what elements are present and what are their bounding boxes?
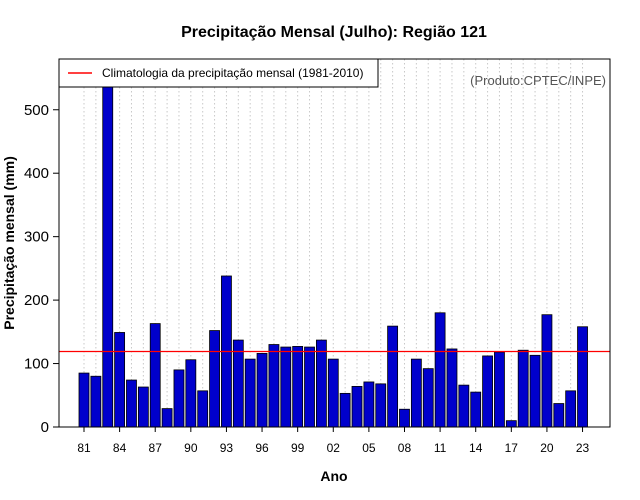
x-tick-label: 05 (362, 441, 376, 455)
y-tick-label: 0 (41, 419, 49, 436)
x-tick-label: 23 (576, 441, 590, 455)
bar-2002 (327, 358, 339, 428)
bar-2008 (399, 408, 410, 428)
x-tick-label: 20 (540, 441, 554, 455)
bar-2005 (363, 381, 375, 428)
bar-2023 (577, 326, 588, 428)
bar-1995 (244, 358, 256, 428)
bar-1998 (280, 346, 292, 428)
bar-2011 (434, 312, 446, 428)
bar-1994 (232, 339, 244, 428)
bar-2016 (494, 351, 505, 428)
x-tick-label: 08 (398, 441, 412, 455)
bar-1988 (161, 408, 173, 428)
bar-1984 (114, 332, 126, 428)
bar-2019 (529, 354, 541, 428)
x-tick-label: 93 (220, 441, 234, 455)
y-tick-label: 400 (24, 165, 49, 182)
x-tick-label: 96 (255, 441, 269, 455)
legend: Climatologia da precipitação mensal (198… (58, 58, 379, 88)
bar-2018 (517, 349, 529, 428)
bar-2020 (541, 314, 553, 428)
bar-2001 (315, 339, 327, 428)
bar-1999 (292, 346, 304, 428)
grid-lines (83, 59, 584, 427)
x-axis-label: Ano (320, 468, 347, 484)
x-tick-label: 90 (184, 441, 198, 455)
bars (78, 85, 588, 428)
bar-1989 (173, 369, 185, 428)
x-axis: 81 84 87 90 93 96 99 02 05 08 11 14 17 20 23 (77, 427, 590, 455)
legend-box (58, 58, 379, 88)
x-tick-label: 81 (77, 441, 91, 455)
x-tick-label: 14 (469, 441, 483, 455)
bar-1982 (90, 375, 102, 428)
bar-2006 (375, 383, 387, 428)
bar-1985 (126, 379, 137, 428)
x-tick-label: 99 (291, 441, 305, 455)
bar-1981 (78, 372, 90, 428)
bar-2013 (458, 384, 470, 428)
bar-2010 (422, 368, 434, 428)
bar-1986 (137, 386, 149, 428)
bar-2017 (505, 420, 517, 428)
bar-1991 (197, 390, 209, 428)
x-tick-label: 84 (113, 441, 127, 455)
bar-2000 (304, 346, 315, 428)
bar-2014 (470, 391, 482, 428)
x-tick-label: 11 (434, 441, 447, 455)
bar-1996 (256, 352, 268, 428)
source-credit: (Produto:CPTEC/INPE) (470, 73, 606, 88)
bar-2003 (339, 392, 351, 428)
bar-2007 (387, 325, 399, 428)
bar-2004 (351, 385, 363, 428)
bar-1997 (268, 344, 280, 428)
y-tick-label: 500 (24, 102, 49, 119)
x-tick-label: 02 (327, 441, 341, 455)
bar-2015 (482, 355, 493, 428)
x-tick-label: 87 (149, 441, 163, 455)
bar-1983 (102, 85, 114, 428)
bar-2021 (553, 403, 565, 428)
y-axis: 0 100 200 300 400 500 (24, 102, 59, 436)
x-tick-label: 17 (505, 441, 519, 455)
chart-title: Precipitação Mensal (Julho): Região 121 (181, 24, 487, 41)
y-tick-label: 300 (24, 229, 49, 246)
y-tick-label: 200 (24, 292, 49, 309)
bar-1990 (185, 359, 197, 428)
bar-2022 (565, 390, 577, 428)
bar-2012 (446, 348, 458, 428)
y-axis-label: Precipitação mensal (mm) (1, 156, 17, 330)
bar-1987 (149, 323, 161, 428)
bar-1992 (209, 330, 220, 428)
legend-label: Climatologia da precipitação mensal (198… (102, 66, 363, 80)
bar-2009 (410, 358, 422, 428)
y-tick-label: 100 (24, 356, 49, 373)
